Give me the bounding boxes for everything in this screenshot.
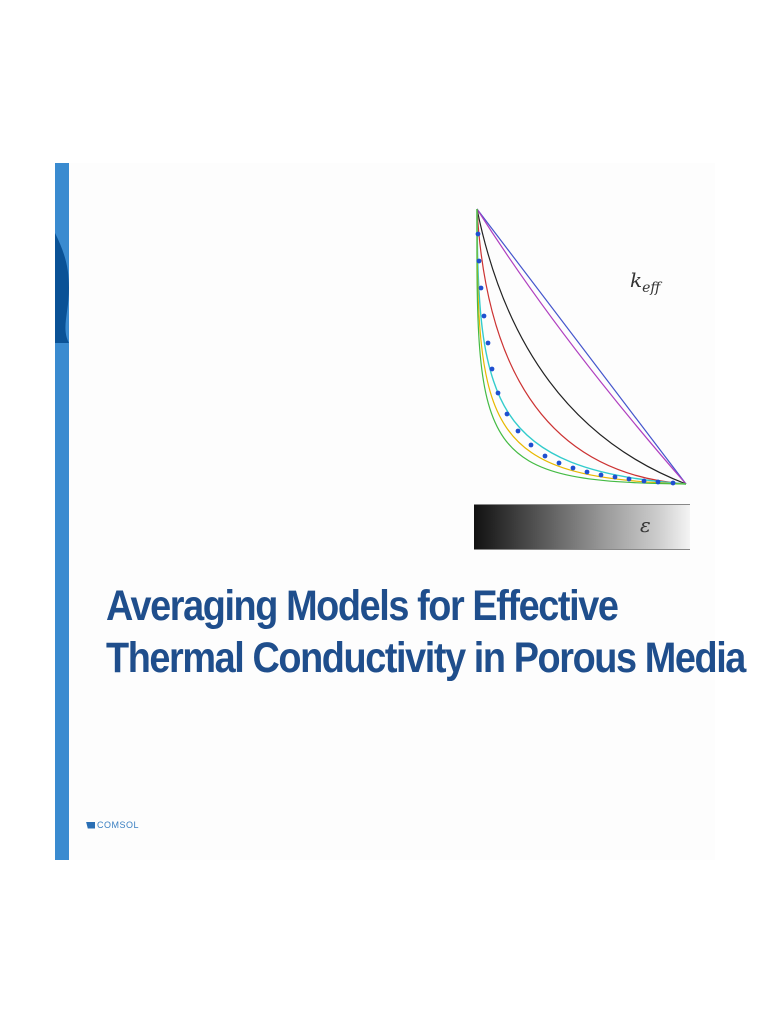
keff-chart (475, 208, 687, 486)
curve-blue (476, 208, 687, 485)
comsol-logo-text: COMSOL (97, 820, 140, 830)
curve-red (476, 208, 687, 485)
comsol-logo-icon (86, 821, 95, 829)
porosity-gradient-bar (474, 504, 690, 550)
curve-magenta (476, 208, 687, 485)
slide-title: Averaging Models for Effective Thermal C… (106, 580, 746, 684)
curve-green (476, 208, 687, 485)
title-line-1: Averaging Models for Effective (106, 582, 619, 630)
title-line-2: Thermal Conductivity in Porous Media (106, 634, 746, 682)
cyan-curve-markers (475, 231, 676, 486)
keff-label: keff (630, 268, 660, 296)
epsilon-label: ε (640, 513, 651, 537)
wave-decoration-icon (55, 233, 69, 343)
comsol-logo: COMSOL (86, 820, 139, 830)
side-accent-bar (55, 163, 69, 860)
keff-subscript: eff (642, 280, 661, 296)
keff-symbol: k (630, 268, 643, 292)
curve-black (476, 208, 687, 485)
